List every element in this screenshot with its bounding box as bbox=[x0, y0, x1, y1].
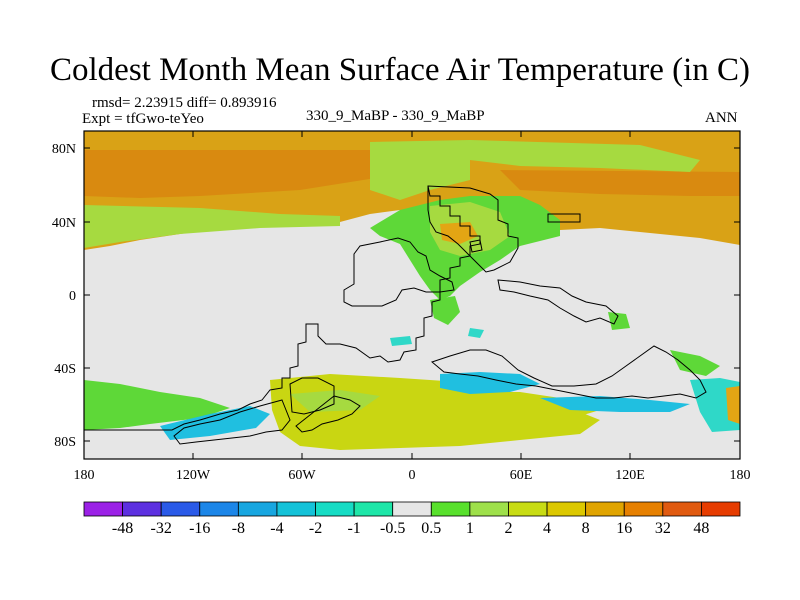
lat-tick-label: 40S bbox=[54, 362, 76, 377]
lon-tick-label: 180 bbox=[730, 468, 751, 483]
colorbar-label: -4 bbox=[270, 520, 283, 537]
colorbar-label: -48 bbox=[112, 520, 133, 537]
lon-tick-label: 60W bbox=[288, 468, 316, 483]
colorbar-label: -2 bbox=[309, 520, 322, 537]
lon-tick-label: 120E bbox=[615, 468, 645, 483]
lon-tick-label: 0 bbox=[409, 468, 416, 483]
india-green-spot bbox=[430, 296, 460, 325]
colorbar-swatch bbox=[199, 501, 239, 517]
colorbar-swatch bbox=[315, 501, 355, 517]
lon-tick-label: 180 bbox=[74, 468, 95, 483]
colorbar-swatch bbox=[276, 501, 316, 517]
colorbar-label: -1 bbox=[347, 520, 360, 537]
experiment-label: Expt = tfGwo-teYeo bbox=[82, 111, 204, 127]
equator-cyan-spot-1 bbox=[390, 336, 412, 346]
lat-tick-label: 80N bbox=[52, 142, 76, 157]
south-green-west bbox=[84, 380, 230, 430]
colorbar-swatch bbox=[701, 501, 741, 517]
south-cyan-southwest bbox=[160, 406, 270, 440]
lat-tick-label: 80S bbox=[54, 435, 76, 450]
coastline-north bbox=[427, 185, 519, 273]
colorbar-swatch bbox=[353, 501, 394, 517]
colorbar-label: 4 bbox=[543, 520, 551, 537]
coastline-pangaea bbox=[84, 185, 481, 431]
coastline-tethys bbox=[430, 345, 707, 399]
coastline-gondwana-south bbox=[173, 399, 291, 445]
coastline-gondwana-inner bbox=[289, 377, 335, 415]
colorbar-swatch bbox=[160, 501, 201, 517]
comparison-label: 330_9_MaBP - 330_9_MaBP bbox=[306, 108, 485, 124]
colorbar-swatch bbox=[585, 501, 625, 517]
colorbar-swatch bbox=[430, 501, 471, 517]
coastline-gondwana-east bbox=[295, 395, 361, 433]
colorbar-swatch bbox=[392, 501, 432, 517]
indochina-green-spot bbox=[608, 312, 630, 330]
lon-tick-label: 120W bbox=[176, 468, 211, 483]
colorbar-label: -8 bbox=[232, 520, 245, 537]
colorbar-swatch bbox=[546, 501, 587, 517]
coastline-gulf bbox=[469, 239, 483, 253]
coastline-east-shelf bbox=[497, 279, 619, 325]
colorbar-label: 0.5 bbox=[421, 520, 441, 537]
colorbar: -48 -32 -16 -8 -4 -2 -1 -0.5 0.5 1 2 4 8 16 32 48 bbox=[83, 501, 741, 537]
south-cyan-australia bbox=[540, 396, 690, 412]
plot-title: Coldest Month Mean Surface Air Temperatu… bbox=[50, 52, 750, 88]
colorbar-label: 48 bbox=[693, 520, 709, 537]
colorbar-swatch bbox=[83, 501, 123, 517]
lon-tick-label: 60E bbox=[510, 468, 533, 483]
colorbar-label: 16 bbox=[616, 520, 632, 537]
map-field bbox=[84, 131, 740, 459]
coastline-small-block bbox=[547, 213, 581, 223]
colorbar-swatch bbox=[122, 501, 162, 517]
stats-label: rmsd= 2.23915 diff= 0.893916 bbox=[92, 95, 277, 111]
period-label: ANN bbox=[705, 110, 738, 126]
south-green-east bbox=[670, 350, 720, 376]
equator-cyan-spot-2 bbox=[468, 328, 484, 338]
colorbar-swatch bbox=[469, 501, 509, 517]
colorbar-label: 1 bbox=[466, 520, 474, 537]
colorbar-swatch bbox=[237, 501, 278, 517]
south-cyan-indian bbox=[440, 372, 540, 394]
coastline-outlines bbox=[84, 185, 707, 445]
colorbar-label: 8 bbox=[582, 520, 590, 537]
lat-tick-label: 0 bbox=[69, 289, 76, 304]
lat-ticks: 80N 40N 0 40S 80S bbox=[52, 142, 740, 450]
colorbar-swatch bbox=[508, 501, 548, 517]
colorbar-label: -16 bbox=[189, 520, 210, 537]
south-orange-east bbox=[726, 386, 740, 424]
south-pacific-mild bbox=[290, 390, 380, 412]
colorbar-label: -32 bbox=[151, 520, 172, 537]
north-mild-central bbox=[370, 140, 470, 200]
colorbar-swatch bbox=[662, 501, 702, 517]
north-mild-east bbox=[470, 140, 700, 172]
lat-tick-label: 40N bbox=[52, 216, 76, 231]
colorbar-label: -0.5 bbox=[380, 520, 405, 537]
lon-ticks: 180 120W 60W 0 60E 120E 180 bbox=[74, 131, 751, 483]
coastline-central-block bbox=[343, 237, 455, 307]
colorbar-label: 2 bbox=[504, 520, 512, 537]
colorbar-swatch bbox=[623, 501, 664, 517]
north-dark-band-east bbox=[500, 170, 740, 196]
north-mild-west bbox=[84, 205, 340, 248]
tibet-warm-spot bbox=[440, 222, 478, 244]
north-dark-band-west bbox=[84, 150, 400, 198]
colorbar-label: 32 bbox=[655, 520, 671, 537]
